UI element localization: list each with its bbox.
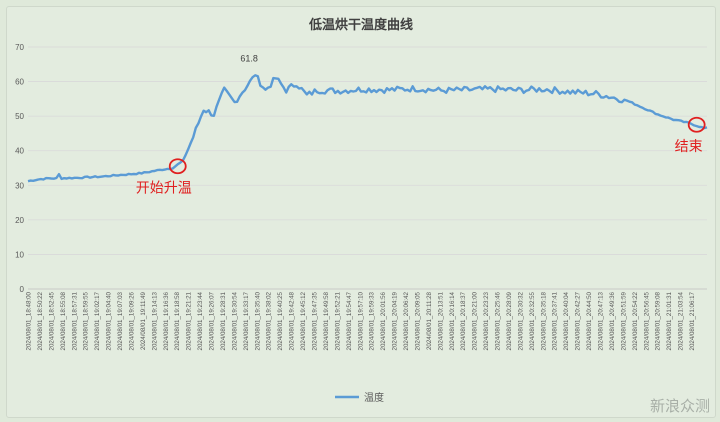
x-tick-label: 2024/08/01_20:56:45: [643, 291, 650, 350]
gridlines: [28, 46, 707, 290]
x-tick-label: 2024/08/01_18:50:22: [37, 291, 44, 350]
legend: 温度: [335, 391, 384, 404]
x-axis-tick-labels: 2024/08/01_18:48:00 2024/08/01_18:50:22 20…: [26, 291, 697, 350]
x-tick-label: 2024/08/01_20:35:18: [540, 291, 547, 350]
x-tick-label: 2024/08/01_19:59:33: [369, 291, 376, 350]
y-tick-label: 60: [15, 78, 24, 87]
callout-label: 结束: [675, 138, 703, 154]
x-tick-label: 2024/08/01_20:18:37: [460, 291, 467, 350]
x-tick-label: 2024/08/01_19:02:17: [94, 291, 101, 350]
y-tick-label: 20: [15, 216, 24, 225]
y-tick-label: 50: [15, 112, 24, 121]
x-tick-label: 2024/08/01_20:13:51: [437, 291, 444, 350]
x-tick-label: 2024/08/01_19:18:58: [174, 291, 181, 350]
y-tick-label: 40: [15, 147, 24, 156]
chart-panel: 低温烘干温度曲线 0 10 20 30 40 50 60 70 2024/08/01_18:4…: [6, 6, 716, 418]
x-tick-label: 2024/08/01_21:03:54: [678, 291, 685, 350]
x-tick-label: 2024/08/01_18:48:00: [26, 291, 33, 350]
x-tick-label: 2024/08/01_19:52:21: [334, 291, 341, 350]
x-tick-label: 2024/08/01_18:52:45: [48, 291, 55, 350]
x-tick-label: 2024/08/01_20:37:41: [552, 291, 559, 350]
x-tick-label: 2024/08/01_21:01:31: [666, 291, 673, 350]
chart-title: 低温烘干温度曲线: [308, 17, 413, 32]
annotations: 61.8 开始升温 结束: [136, 53, 706, 195]
x-tick-label: 2024/08/01_19:14:13: [151, 291, 158, 350]
temperature-line-chart: 低温烘干温度曲线 0 10 20 30 40 50 60 70 2024/08/01_18:4…: [15, 17, 708, 404]
x-tick-label: 2024/08/01_20:54:22: [632, 291, 639, 350]
x-tick-label: 2024/08/01_18:55:08: [60, 291, 67, 350]
x-tick-label: 2024/08/01_18:57:31: [71, 291, 78, 350]
x-tick-label: 2024/08/01_20:51:59: [620, 291, 627, 350]
x-tick-label: 2024/08/01_19:49:58: [323, 291, 330, 350]
x-tick-label: 2024/08/01_19:11:49: [140, 291, 147, 350]
x-tick-label: 2024/08/01_19:30:54: [231, 291, 238, 350]
x-tick-label: 2024/08/01_19:07:03: [117, 291, 124, 350]
x-tick-label: 2024/08/01_20:30:32: [517, 291, 524, 350]
x-tick-label: 2024/08/01_20:11:28: [426, 291, 433, 350]
y-tick-label: 0: [20, 285, 25, 294]
x-tick-label: 2024/08/01_20:59:08: [655, 291, 662, 350]
x-tick-label: 2024/08/01_19:23:44: [197, 291, 204, 350]
x-tick-label: 2024/08/01_19:57:10: [357, 291, 364, 350]
x-tick-label: 2024/08/01_20:28:09: [506, 291, 513, 350]
x-tick-label: 2024/08/01_20:16:14: [449, 291, 456, 350]
watermark: 新浪众测: [649, 397, 710, 415]
x-tick-label: 2024/08/01_20:25:46: [495, 291, 502, 350]
x-tick-label: 2024/08/01_19:40:25: [277, 291, 284, 350]
callout-circle: [168, 158, 187, 175]
x-tick-label: 2024/08/01_20:32:55: [529, 291, 536, 350]
y-tick-label: 10: [15, 250, 24, 259]
x-tick-label: 2024/08/01_19:47:35: [311, 291, 318, 350]
x-tick-label: 2024/08/01_20:01:56: [380, 291, 387, 350]
x-tick-label: 2024/08/01_19:45:12: [300, 291, 307, 350]
y-axis-tick-labels: 0 10 20 30 40 50 60 70: [15, 43, 24, 294]
x-tick-label: 2024/08/01_19:16:36: [163, 291, 170, 350]
x-tick-label: 2024/08/01_18:59:55: [83, 291, 90, 350]
x-tick-label: 2024/08/01_19:09:26: [128, 291, 135, 350]
x-tick-label: 2024/08/01_19:33:17: [243, 291, 250, 350]
x-tick-label: 2024/08/01_21:06:17: [689, 291, 696, 350]
data-label-peak: 61.8: [240, 53, 258, 63]
x-tick-label: 2024/08/01_20:23:23: [483, 291, 490, 350]
y-tick-label: 30: [15, 181, 24, 190]
x-tick-label: 2024/08/01_20:06:42: [403, 291, 410, 350]
x-tick-label: 2024/08/01_20:49:36: [609, 291, 616, 350]
x-tick-label: 2024/08/01_20:42:27: [575, 291, 582, 350]
x-tick-label: 2024/08/01_20:21:00: [472, 291, 479, 350]
callout-circle: [687, 116, 706, 133]
x-tick-label: 2024/08/01_19:21:21: [186, 291, 193, 350]
x-tick-label: 2024/08/01_20:40:04: [563, 291, 570, 350]
callout-label: 开始升温: [136, 179, 192, 195]
x-tick-label: 2024/08/01_20:44:50: [586, 291, 593, 350]
series-line-temperature: [27, 74, 708, 183]
x-tick-label: 2024/08/01_19:26:07: [209, 291, 216, 350]
x-tick-label: 2024/08/01_20:47:13: [597, 291, 604, 350]
legend-label: 温度: [364, 391, 384, 404]
x-tick-label: 2024/08/01_19:35:40: [254, 291, 261, 350]
x-tick-label: 2024/08/01_20:04:19: [392, 291, 399, 350]
x-tick-label: 2024/08/01_19:38:02: [266, 291, 273, 350]
x-tick-label: 2024/08/01_20:09:05: [414, 291, 421, 350]
x-tick-label: 2024/08/01_19:54:47: [346, 291, 353, 350]
y-tick-label: 70: [15, 43, 24, 52]
x-tick-label: 2024/08/01_19:04:40: [106, 291, 113, 350]
x-tick-label: 2024/08/01_19:42:48: [289, 291, 296, 350]
x-tick-label: 2024/08/01_19:28:31: [220, 291, 227, 350]
